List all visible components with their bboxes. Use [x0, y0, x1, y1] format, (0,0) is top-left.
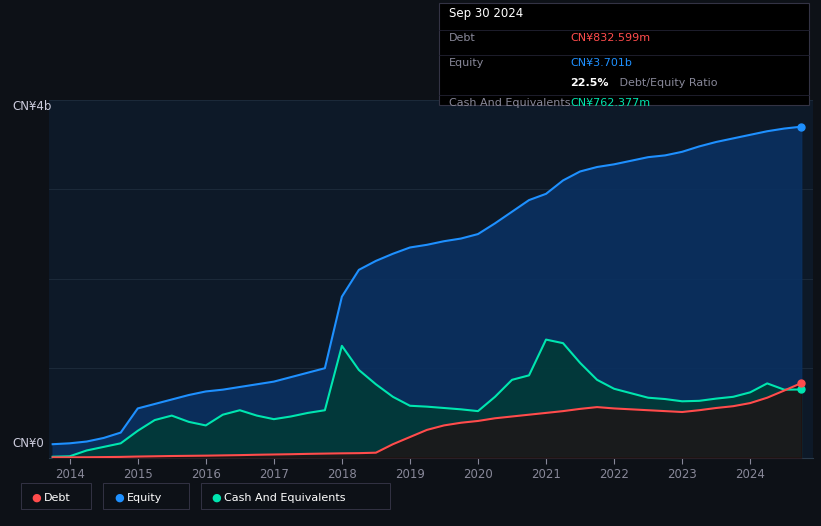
Text: ●: ●	[212, 493, 222, 503]
Text: Cash And Equivalents: Cash And Equivalents	[224, 493, 346, 503]
Text: ●: ●	[31, 493, 41, 503]
Text: ●: ●	[114, 493, 124, 503]
Text: Debt/Equity Ratio: Debt/Equity Ratio	[616, 78, 718, 88]
Text: Cash And Equivalents: Cash And Equivalents	[449, 98, 571, 108]
Text: CN¥4b: CN¥4b	[12, 100, 52, 113]
Text: CN¥762.377m: CN¥762.377m	[571, 98, 651, 108]
Text: Equity: Equity	[449, 58, 484, 68]
Text: Debt: Debt	[44, 493, 71, 503]
Text: 22.5%: 22.5%	[571, 78, 609, 88]
Text: CN¥0: CN¥0	[12, 437, 44, 450]
Text: CN¥832.599m: CN¥832.599m	[571, 33, 651, 43]
Text: Equity: Equity	[126, 493, 162, 503]
Text: CN¥3.701b: CN¥3.701b	[571, 58, 632, 68]
Text: Debt: Debt	[449, 33, 476, 43]
Text: Sep 30 2024: Sep 30 2024	[449, 7, 523, 20]
